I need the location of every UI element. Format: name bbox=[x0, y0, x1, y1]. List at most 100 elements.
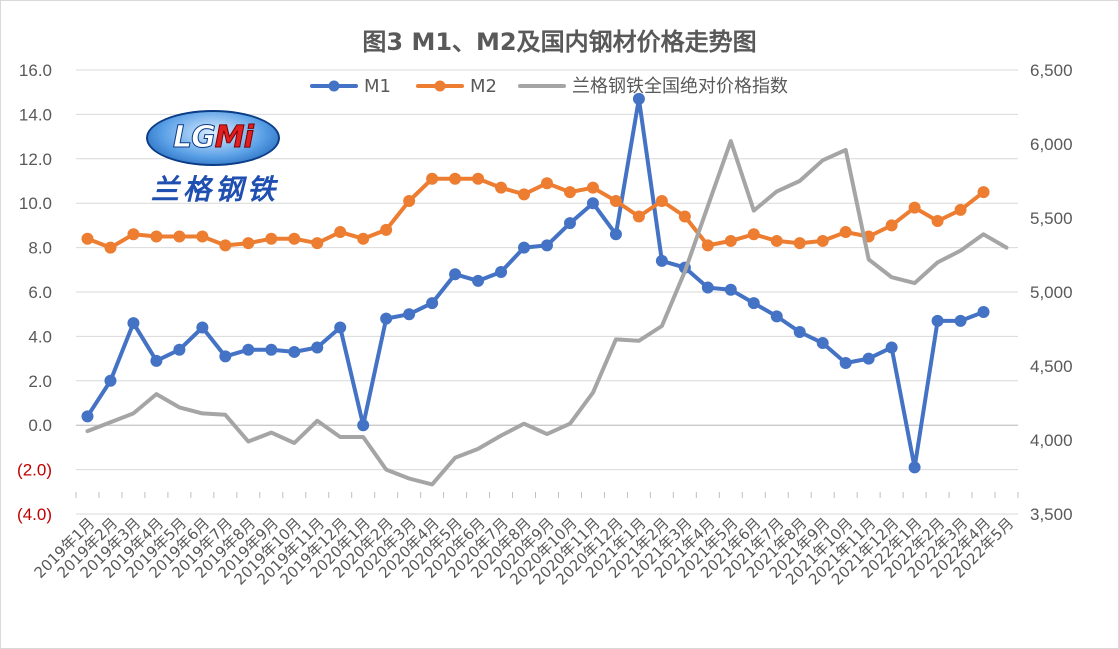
series-1-point bbox=[288, 345, 301, 358]
series-2-point bbox=[839, 226, 852, 239]
y-left-tick-label: 4.0 bbox=[28, 327, 52, 346]
y-right-tick-label: 6,500 bbox=[1030, 61, 1073, 80]
series-1-point bbox=[609, 228, 622, 241]
series-1-point bbox=[563, 217, 576, 230]
series-2-point bbox=[196, 230, 209, 243]
series-1-point bbox=[518, 241, 531, 254]
series-1-point bbox=[747, 297, 760, 310]
logo-latin: LGMi bbox=[146, 120, 280, 156]
series-2-point bbox=[173, 230, 186, 243]
series-1-point bbox=[586, 197, 599, 210]
chart-title: 图3 M1、M2及国内钢材价格走势图 bbox=[362, 28, 757, 56]
series-2-point bbox=[885, 219, 898, 232]
series-2-point bbox=[793, 237, 806, 250]
series-2-point bbox=[518, 188, 531, 201]
series-1-point bbox=[196, 321, 209, 334]
series-2-point bbox=[977, 186, 990, 199]
legend-label-2: M2 bbox=[470, 76, 497, 97]
series-1-point bbox=[793, 325, 806, 338]
lange-logo: LGMi 兰格钢铁 bbox=[140, 106, 290, 206]
series-2-point bbox=[724, 234, 737, 247]
y-right-tick-label: 4,500 bbox=[1030, 357, 1073, 376]
series-2-point bbox=[150, 230, 163, 243]
series-1-point bbox=[311, 341, 324, 354]
series-2-point bbox=[426, 172, 439, 185]
legend-marker-1 bbox=[328, 80, 340, 92]
series-1-point bbox=[81, 410, 94, 423]
series-1-point bbox=[449, 268, 462, 281]
series-2-point bbox=[403, 194, 416, 207]
series-1-point bbox=[908, 461, 921, 474]
series-2-point bbox=[563, 186, 576, 199]
y-left-tick-label: 8.0 bbox=[28, 239, 52, 258]
y-left-tick-label: 6.0 bbox=[28, 283, 52, 302]
logo-oval bbox=[146, 110, 280, 166]
series-2-point bbox=[495, 181, 508, 194]
series-2-point bbox=[357, 232, 370, 245]
series-2-point bbox=[311, 237, 324, 250]
series-1-point bbox=[150, 354, 163, 367]
series-2-point bbox=[816, 234, 829, 247]
logo-chinese: 兰格钢铁 bbox=[150, 173, 279, 206]
series-1-point bbox=[472, 274, 485, 287]
y-right-tick-label: 5,000 bbox=[1030, 283, 1073, 302]
y-right-tick-label: 4,000 bbox=[1030, 431, 1073, 450]
series-2-point bbox=[81, 232, 94, 245]
series-1-point bbox=[816, 337, 829, 350]
series-2-point bbox=[219, 239, 232, 252]
legend-label-3: 兰格钢铁全国绝对价格指数 bbox=[572, 76, 788, 97]
series-2-point bbox=[908, 201, 921, 214]
series-2-point bbox=[770, 234, 783, 247]
series-1-point bbox=[219, 350, 232, 363]
series-2-point bbox=[678, 210, 691, 223]
series-1-point bbox=[701, 281, 714, 294]
series-1-point bbox=[334, 321, 347, 334]
y-left-tick-label: 14.0 bbox=[19, 105, 52, 124]
series-2-point bbox=[334, 226, 347, 239]
series-2-point bbox=[655, 194, 668, 207]
series-1-point bbox=[862, 352, 875, 365]
y-left-tick-label: (2.0) bbox=[17, 461, 52, 480]
series-1-point bbox=[127, 317, 140, 330]
series-line-3 bbox=[85, 139, 1009, 487]
series-1-point bbox=[931, 314, 944, 327]
series-1-point bbox=[357, 419, 370, 432]
y-right-tick-label: 5,500 bbox=[1030, 209, 1073, 228]
series-2-point bbox=[931, 214, 944, 227]
series-1-point bbox=[632, 92, 645, 105]
series-2-point bbox=[586, 181, 599, 194]
series-line-1 bbox=[85, 96, 986, 470]
series-2-point bbox=[609, 194, 622, 207]
y-left-tick-label: 10.0 bbox=[19, 194, 52, 213]
y-left-tick-label: 0.0 bbox=[28, 416, 52, 435]
y-left-tick-label: 2.0 bbox=[28, 372, 52, 391]
series-1-point bbox=[839, 357, 852, 370]
series-1-point bbox=[977, 305, 990, 318]
series-2-point bbox=[747, 228, 760, 241]
y-right-tick-label: 3,500 bbox=[1030, 505, 1073, 524]
legend-label-1: M1 bbox=[364, 76, 391, 97]
series-1-point bbox=[954, 314, 967, 327]
series-2-point bbox=[449, 172, 462, 185]
series-2-point bbox=[242, 237, 255, 250]
y-left-tick-label: 16.0 bbox=[19, 61, 52, 80]
legend-marker-2 bbox=[434, 80, 446, 92]
series-1-point bbox=[242, 343, 255, 356]
series-2-point bbox=[288, 232, 301, 245]
series-1-point bbox=[495, 266, 508, 279]
series-2-point bbox=[380, 223, 393, 236]
series-2-point bbox=[632, 210, 645, 223]
series-1-point bbox=[426, 297, 439, 310]
series-1-point bbox=[541, 239, 553, 252]
series-1-point bbox=[655, 254, 668, 267]
series-2-point bbox=[541, 177, 553, 190]
logo-latin-a: LG bbox=[173, 120, 217, 156]
series-1-point bbox=[380, 312, 393, 325]
series-1-point bbox=[724, 283, 737, 296]
series-2-point bbox=[954, 203, 967, 216]
series-1-point bbox=[770, 310, 783, 323]
series-2-point bbox=[104, 241, 117, 254]
y-left-tick-label: (4.0) bbox=[17, 505, 52, 524]
series-1-point bbox=[104, 374, 117, 387]
